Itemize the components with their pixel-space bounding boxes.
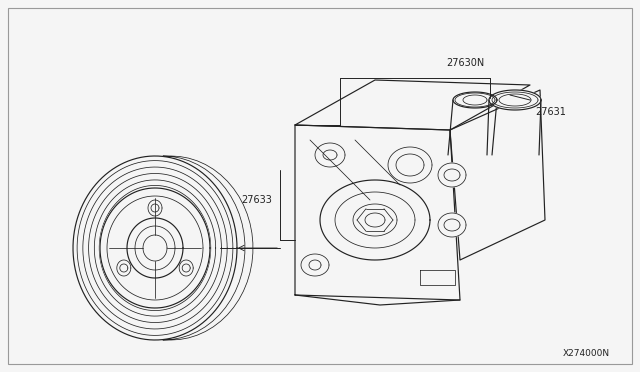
- Polygon shape: [117, 260, 131, 276]
- Polygon shape: [148, 200, 162, 216]
- Polygon shape: [453, 92, 497, 108]
- Text: 27633: 27633: [241, 195, 272, 205]
- Polygon shape: [295, 125, 460, 300]
- Polygon shape: [315, 143, 345, 167]
- Polygon shape: [295, 80, 530, 130]
- Polygon shape: [100, 188, 210, 308]
- Polygon shape: [127, 218, 183, 278]
- Polygon shape: [301, 254, 329, 276]
- Polygon shape: [388, 147, 432, 183]
- Polygon shape: [450, 90, 545, 260]
- Polygon shape: [438, 213, 466, 237]
- Text: 27631: 27631: [535, 107, 566, 117]
- Polygon shape: [73, 156, 237, 340]
- Polygon shape: [163, 156, 253, 340]
- Polygon shape: [320, 180, 430, 260]
- Polygon shape: [438, 163, 466, 187]
- Polygon shape: [179, 260, 193, 276]
- Text: X274000N: X274000N: [563, 349, 610, 358]
- Text: 27630N: 27630N: [446, 58, 484, 68]
- Polygon shape: [489, 90, 541, 110]
- Polygon shape: [420, 270, 455, 285]
